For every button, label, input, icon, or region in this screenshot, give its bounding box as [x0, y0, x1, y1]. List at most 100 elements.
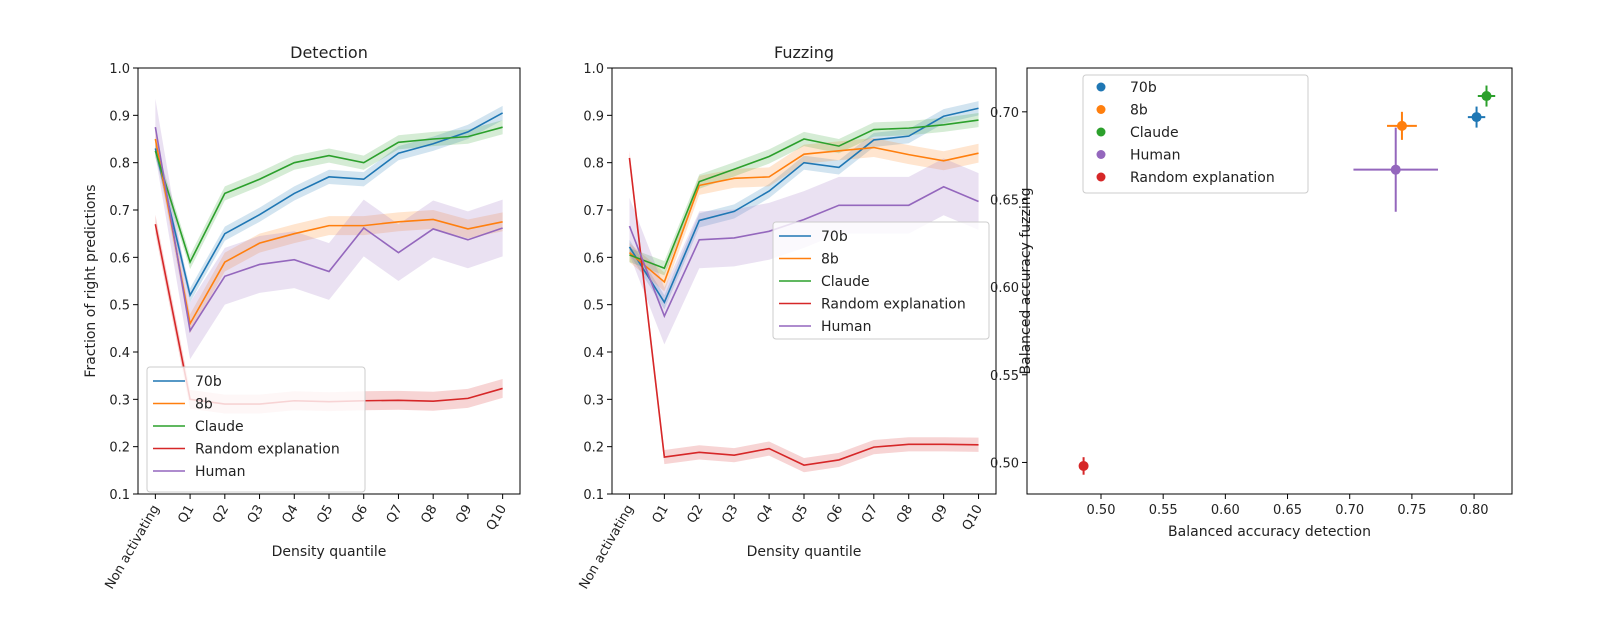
x-tick-label: Q2: [210, 503, 232, 527]
x-tick-label: Q5: [789, 503, 811, 527]
y-tick-label: 0.2: [109, 441, 130, 456]
y-tick-label: 0.1: [109, 488, 130, 503]
plot-frame: [1026, 67, 1513, 495]
legend-marker: [1096, 172, 1106, 182]
legend-label: Random explanation: [195, 442, 340, 458]
x-tick-label: Q9: [453, 503, 475, 527]
y-tick-label: 0.4: [583, 346, 604, 361]
y-tick-label: 0.60: [990, 281, 1019, 296]
x-tick-label: Q5: [314, 503, 336, 527]
point-70b: [1471, 112, 1482, 123]
y-axis-label: Fraction of right predictions: [83, 184, 99, 377]
y-tick-label: 0.9: [109, 109, 130, 124]
legend-label: Human: [821, 319, 872, 335]
legend-box: [772, 221, 990, 340]
x-tick-label: Q3: [245, 503, 267, 527]
x-tick-label: Q8: [894, 503, 916, 527]
x-axis-label: Density quantile: [747, 544, 862, 560]
y-tick-label: 1.0: [583, 62, 604, 77]
series-line-8b: [628, 146, 979, 284]
x-tick-label: Q4: [754, 503, 776, 527]
series-line-claude: [154, 126, 503, 265]
x-tick-label: Q4: [279, 503, 301, 527]
x-tick-label: 0.50: [1087, 503, 1116, 518]
x-tick-label: Q8: [418, 503, 440, 527]
y-tick-label: 0.8: [583, 157, 604, 172]
legend-box: [146, 366, 366, 493]
x-tick-label: 0.75: [1397, 503, 1426, 518]
ci-band-random-explanation: [629, 150, 979, 473]
point-human: [1390, 164, 1401, 175]
ci-band-8b: [155, 129, 503, 334]
legend: 70b 8b Claude Random explanation Human: [772, 221, 990, 340]
x-tick-label: Non activating: [102, 503, 162, 593]
x-axis-label: Density quantile: [272, 544, 387, 560]
legend-label: Claude: [1130, 125, 1179, 141]
legend-box: [1082, 74, 1309, 194]
y-tick-label: 0.6: [109, 251, 130, 266]
legend-label: 70b: [195, 374, 222, 390]
legend-label: Claude: [821, 274, 870, 290]
legend-marker: [1096, 82, 1106, 92]
x-axis-label: Balanced accuracy detection: [1168, 524, 1371, 540]
y-tick-label: 0.1: [583, 488, 604, 503]
legend: 70b 8b Claude Human Random explanation: [1082, 74, 1309, 194]
y-tick-label: 0.3: [109, 393, 130, 408]
y-tick-label: 0.65: [990, 193, 1019, 208]
legend-marker: [1096, 105, 1106, 114]
legend-label: 70b: [821, 229, 848, 245]
series-line-claude: [629, 119, 979, 270]
x-tick-label: 0.60: [1211, 503, 1240, 518]
y-tick-label: 0.7: [583, 204, 604, 219]
chart-title: Fuzzing: [774, 43, 834, 62]
series-line-random-explanation: [628, 157, 979, 466]
series-line-70b: [154, 112, 504, 298]
legend-label: 8b: [195, 397, 213, 413]
x-tick-label: 0.65: [1273, 503, 1302, 518]
y-tick-label: 0.3: [583, 393, 604, 408]
x-tick-label: Q7: [384, 503, 406, 527]
y-axis-label: Balanced accuracy fuzzing: [1018, 188, 1034, 375]
point-8b: [1396, 120, 1407, 131]
ci-band-human: [155, 98, 503, 360]
legend-label: Human: [195, 464, 246, 480]
y-tick-label: 0.55: [990, 369, 1019, 384]
legend-label: 8b: [821, 252, 839, 268]
y-tick-label: 0.5: [583, 299, 604, 314]
x-tick-label: Q9: [929, 503, 951, 527]
series-line-human: [628, 185, 979, 319]
y-tick-label: 0.70: [990, 106, 1019, 121]
ci-band-8b: [629, 138, 979, 292]
point-random-explanation: [1078, 460, 1089, 471]
y-tick-label: 0.2: [583, 441, 604, 456]
x-tick-label: 0.70: [1335, 503, 1364, 518]
legend-label: 70b: [1130, 80, 1157, 96]
ci-band-70b: [629, 101, 979, 310]
legend-marker: [1096, 150, 1106, 159]
x-tick-label: Q6: [824, 503, 846, 527]
y-tick-label: 1.0: [109, 62, 130, 77]
y-tick-label: 0.4: [109, 346, 130, 361]
ci-band-claude: [629, 112, 979, 276]
x-tick-label: Q3: [719, 503, 741, 527]
x-tick-label: 0.55: [1149, 503, 1178, 518]
series-line-human: [154, 127, 503, 333]
y-tick-label: 0.5: [109, 299, 130, 314]
point-claude: [1481, 91, 1492, 102]
x-tick-label: Q1: [650, 503, 672, 527]
line-chart-fuzzing: Fuzzing 0.1 0.2 0.3 0.4 0.5 0.6 0.7 0.8 0.9 1.0 Non…: [577, 43, 997, 592]
y-tick-label: 0.6: [583, 251, 604, 266]
x-tick-label: Q7: [859, 503, 881, 527]
y-tick-label: 0.7: [109, 204, 130, 219]
x-tick-label: Q10: [484, 503, 510, 534]
x-tick-label: 0.80: [1460, 503, 1489, 518]
line-chart-detection: Detection 0.1 0.2 0.3 0.4 0.5 0.6 0.7 0.8 0.9 1.0 N…: [83, 43, 521, 593]
x-tick-label: Q10: [960, 503, 986, 534]
legend-label: Random explanation: [1130, 170, 1275, 186]
y-tick-label: 0.9: [583, 109, 604, 124]
plot-frame: [137, 67, 521, 495]
series-line-70b: [628, 107, 979, 305]
legend-label: 8b: [1130, 103, 1148, 119]
